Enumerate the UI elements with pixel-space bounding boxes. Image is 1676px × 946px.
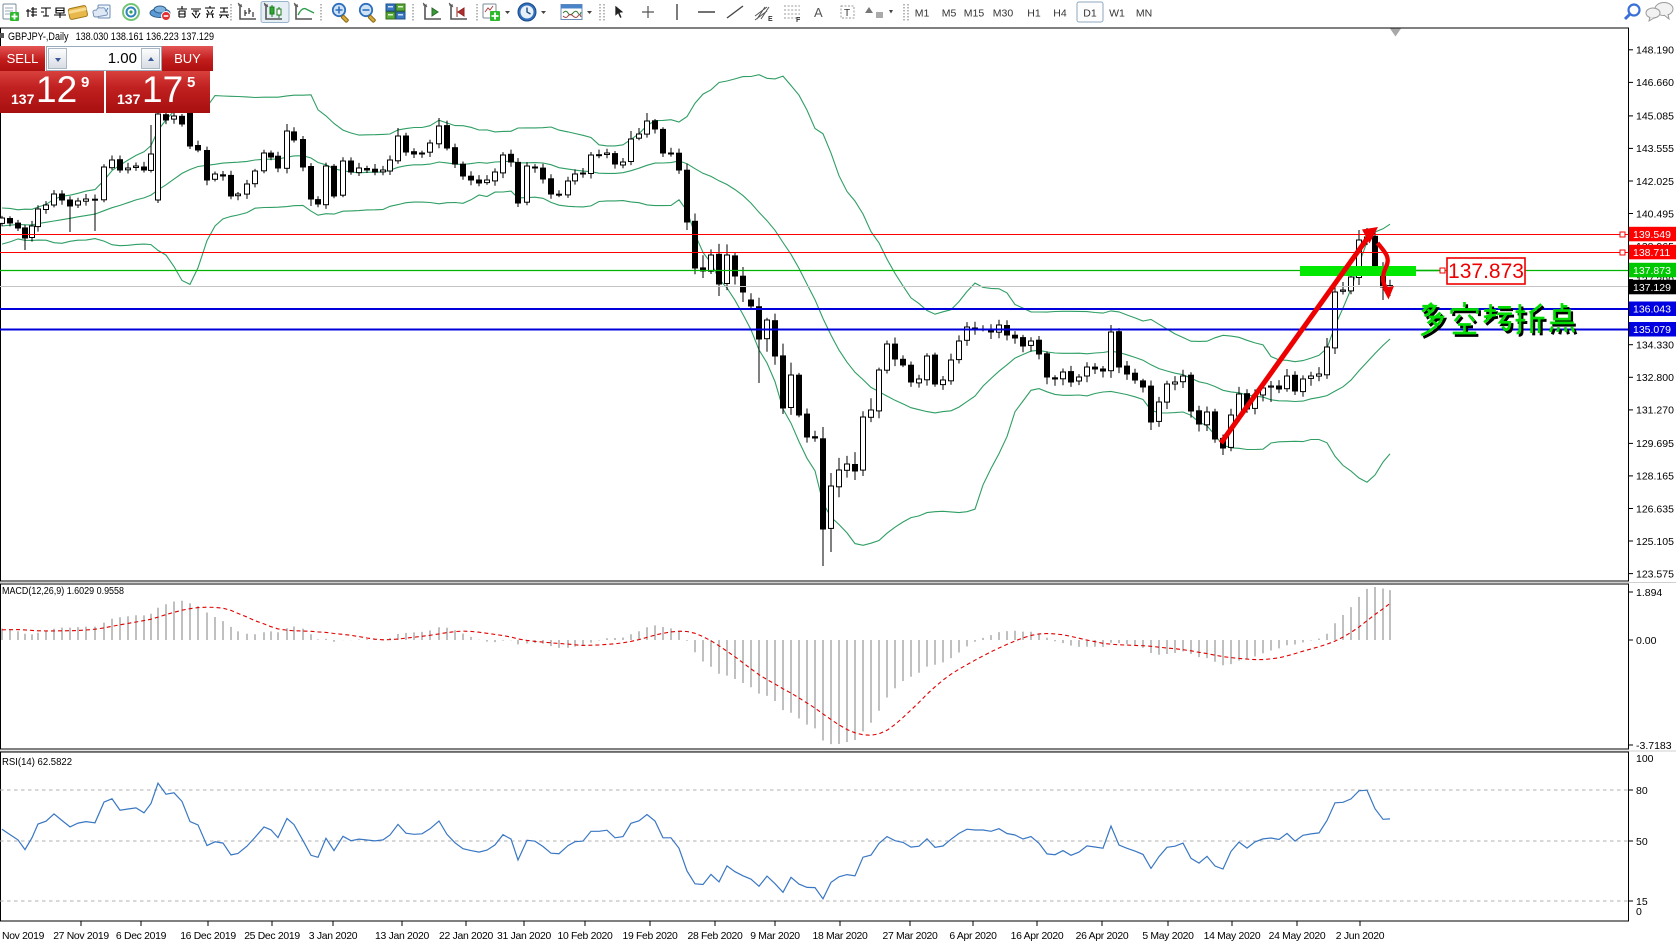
svg-text:138.711: 138.711	[1633, 247, 1670, 259]
svg-text:137.873: 137.873	[1633, 265, 1671, 277]
svg-text:143.555: 143.555	[1636, 143, 1674, 155]
svg-text:M1: M1	[915, 8, 930, 20]
svg-text:142.025: 142.025	[1636, 176, 1674, 188]
svg-text:Nov 2019: Nov 2019	[2, 931, 45, 942]
svg-text:T: T	[844, 8, 850, 19]
svg-text:M30: M30	[993, 8, 1014, 20]
svg-text:9 Mar 2020: 9 Mar 2020	[750, 931, 800, 942]
svg-text:125.105: 125.105	[1636, 536, 1674, 548]
svg-text:10 Feb 2020: 10 Feb 2020	[557, 931, 613, 942]
svg-text:MN: MN	[1136, 8, 1152, 20]
svg-text:1.894: 1.894	[1636, 587, 1662, 599]
svg-text:F: F	[796, 17, 801, 24]
svg-text:137.129: 137.129	[1633, 282, 1671, 294]
svg-text:15: 15	[1636, 896, 1648, 908]
svg-text:0: 0	[1636, 906, 1642, 918]
svg-text:100: 100	[1636, 753, 1654, 765]
svg-text:A: A	[814, 5, 823, 20]
svg-text:H1: H1	[1027, 8, 1041, 20]
svg-text:RSI(14) 62.5822: RSI(14) 62.5822	[2, 757, 72, 768]
svg-text:16 Apr 2020: 16 Apr 2020	[1011, 931, 1064, 942]
svg-text:MACD(12,26,9) 1.6029 0.9558: MACD(12,26,9) 1.6029 0.9558	[2, 586, 124, 597]
svg-text:D1: D1	[1083, 8, 1097, 20]
svg-text:6 Apr 2020: 6 Apr 2020	[949, 931, 997, 942]
svg-text:26 Apr 2020: 26 Apr 2020	[1076, 931, 1129, 942]
svg-text:18 Mar 2020: 18 Mar 2020	[812, 931, 868, 942]
svg-text:50: 50	[1636, 836, 1648, 848]
svg-text:19 Feb 2020: 19 Feb 2020	[622, 931, 678, 942]
svg-text:123.575: 123.575	[1636, 568, 1674, 580]
svg-text:M5: M5	[942, 8, 957, 20]
svg-text:24 May 2020: 24 May 2020	[1269, 931, 1326, 942]
svg-text:M15: M15	[964, 8, 985, 20]
svg-text:13 Jan 2020: 13 Jan 2020	[375, 931, 429, 942]
svg-text:80: 80	[1636, 785, 1648, 797]
svg-text:145.085: 145.085	[1636, 111, 1674, 123]
svg-text:139.549: 139.549	[1633, 229, 1671, 241]
svg-text:0.00: 0.00	[1636, 635, 1657, 647]
svg-text:6 Dec 2019: 6 Dec 2019	[116, 931, 167, 942]
svg-text:27 Nov 2019: 27 Nov 2019	[53, 931, 109, 942]
svg-text:134.330: 134.330	[1636, 340, 1674, 352]
svg-text:GBPJPY-,Daily 138.030 138.161: GBPJPY-,Daily 138.030 138.161 136.223 13…	[8, 31, 214, 43]
svg-text:31 Jan 2020: 31 Jan 2020	[497, 931, 551, 942]
svg-text:-3.7183: -3.7183	[1636, 740, 1672, 752]
svg-text:E: E	[768, 16, 773, 23]
svg-text:2 Jun 2020: 2 Jun 2020	[1336, 931, 1385, 942]
svg-text:136.043: 136.043	[1633, 304, 1671, 316]
svg-text:148.190: 148.190	[1636, 45, 1674, 57]
svg-text:131.270: 131.270	[1636, 405, 1674, 417]
svg-text:W1: W1	[1109, 8, 1125, 20]
svg-text:22 Jan 2020: 22 Jan 2020	[439, 931, 493, 942]
svg-text:H4: H4	[1053, 8, 1067, 20]
svg-text:16 Dec 2019: 16 Dec 2019	[180, 931, 236, 942]
svg-text:137.873: 137.873	[1448, 260, 1524, 283]
svg-text:140.495: 140.495	[1636, 208, 1674, 220]
svg-text:128.165: 128.165	[1636, 471, 1674, 483]
svg-text:25 Dec 2019: 25 Dec 2019	[244, 931, 300, 942]
svg-text:132.800: 132.800	[1636, 372, 1674, 384]
svg-text:129.695: 129.695	[1636, 438, 1674, 450]
svg-text:5 May 2020: 5 May 2020	[1142, 931, 1194, 942]
svg-text:14 May 2020: 14 May 2020	[1204, 931, 1261, 942]
svg-text:28 Feb 2020: 28 Feb 2020	[687, 931, 743, 942]
svg-text:126.635: 126.635	[1636, 503, 1674, 515]
svg-text:27 Mar 2020: 27 Mar 2020	[882, 931, 938, 942]
svg-text:3 Jan 2020: 3 Jan 2020	[309, 931, 358, 942]
svg-text:135.079: 135.079	[1633, 324, 1671, 336]
svg-text:146.660: 146.660	[1636, 77, 1674, 89]
